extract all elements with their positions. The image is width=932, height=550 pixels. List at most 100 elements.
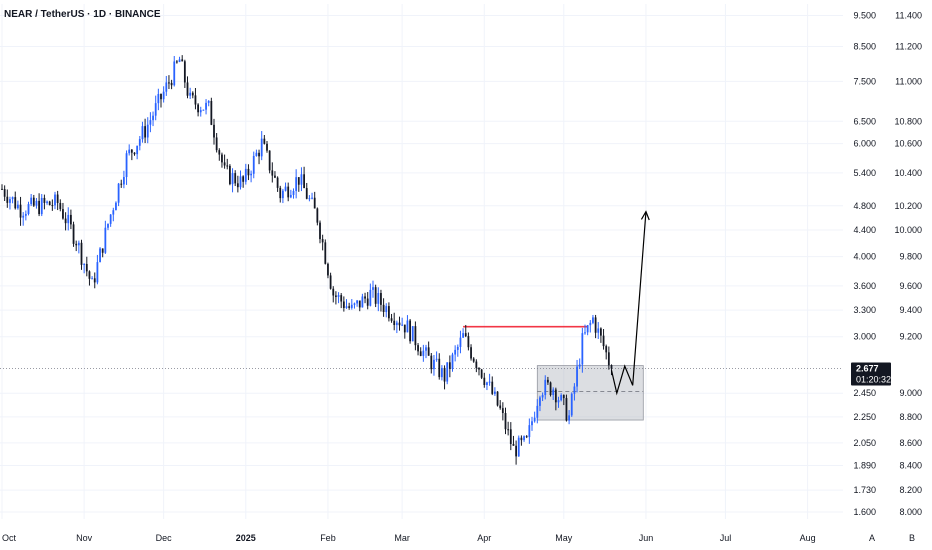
candle-body <box>117 183 120 203</box>
candle-body <box>358 300 361 308</box>
candle-body <box>11 197 14 200</box>
y-tick-label-secondary: 9.600 <box>899 281 922 291</box>
candle-body <box>520 437 523 441</box>
candle-body <box>154 103 157 116</box>
candle-body <box>348 306 351 308</box>
candle-body <box>427 347 430 356</box>
candle-body <box>547 379 549 383</box>
y-tick-label: 8.500 <box>853 41 876 51</box>
candle-body <box>311 197 313 199</box>
x-tick-label: Dec <box>156 533 173 543</box>
candle-body <box>380 293 382 305</box>
y-tick-label: 4.400 <box>853 225 876 235</box>
candle-body <box>226 165 229 167</box>
y-tick-label-secondary: 8.200 <box>899 485 922 495</box>
y-tick-label-secondary: 10.200 <box>894 201 922 211</box>
candle-body <box>605 346 608 353</box>
candle-body <box>433 359 435 370</box>
candle-body <box>157 93 160 104</box>
candle-body <box>239 176 242 188</box>
y-tick-label-secondary: 9.000 <box>899 388 922 398</box>
candle-body <box>480 369 483 378</box>
candle-body <box>59 202 62 210</box>
y-tick-label-secondary: 10.400 <box>894 168 922 178</box>
candle-body <box>9 199 11 203</box>
candle-body <box>361 296 364 308</box>
candle-body <box>576 366 578 387</box>
candle-body <box>549 382 552 396</box>
candle-body <box>337 295 340 297</box>
candle-body <box>22 215 25 218</box>
candle-body <box>584 332 586 334</box>
candle-body <box>24 213 27 216</box>
x-tick-label: Feb <box>320 533 336 543</box>
candle-body <box>316 208 319 223</box>
candle-body <box>342 301 345 308</box>
y-tick-label: 2.050 <box>853 438 876 448</box>
candle-body <box>425 347 427 351</box>
candle-body <box>321 239 324 243</box>
candle-body <box>557 400 560 403</box>
y-tick-label: 5.400 <box>853 168 876 178</box>
y-tick-label: 4.000 <box>853 252 876 262</box>
candle-body <box>207 100 210 103</box>
candle-body <box>523 436 525 441</box>
auto-scale-button: A <box>869 533 875 543</box>
candle-body <box>554 389 557 403</box>
candle-body <box>430 355 433 370</box>
y-tick-label: 2.250 <box>853 412 876 422</box>
y-tick-label: 3.600 <box>853 281 876 291</box>
candle-body <box>40 197 43 215</box>
candle-body <box>6 196 9 203</box>
candle-body <box>101 248 104 253</box>
price-tag <box>851 362 891 386</box>
candle-body <box>594 317 597 333</box>
candle-body <box>170 82 173 86</box>
candle-body <box>3 189 6 197</box>
candle-body <box>35 200 38 206</box>
y-tick-label-secondary: 8.400 <box>899 461 922 471</box>
candle-body <box>491 381 494 394</box>
candle-body <box>568 415 570 421</box>
candle-body <box>191 92 194 96</box>
candle-body <box>32 197 35 206</box>
y-tick-label: 9.500 <box>853 10 876 20</box>
candle-body <box>324 242 327 264</box>
candle-body <box>70 214 72 225</box>
candles <box>1 55 613 465</box>
candle-body <box>88 271 91 279</box>
candle-body <box>607 352 610 366</box>
candle-body <box>213 124 215 138</box>
candle-body <box>456 346 459 350</box>
candle-body <box>305 188 308 199</box>
candle-body <box>419 351 422 356</box>
candle-body <box>178 59 181 62</box>
candle-body <box>215 137 218 151</box>
candle-body <box>107 223 109 228</box>
candle-body <box>486 382 488 385</box>
candle-body <box>589 322 592 326</box>
candle-body <box>332 288 335 296</box>
candle-body <box>369 289 372 306</box>
candle-body <box>1 188 3 190</box>
candle-body <box>77 242 80 246</box>
candle-body <box>528 425 531 438</box>
candle-body <box>509 429 512 444</box>
candle-body <box>303 174 305 189</box>
candle-body <box>327 263 329 276</box>
candle-body <box>462 333 464 338</box>
candle-body <box>562 395 565 399</box>
candle-body <box>83 263 86 265</box>
candle-body <box>197 104 199 113</box>
candle-body <box>274 175 276 178</box>
candle-body <box>592 317 594 323</box>
x-tick-label: Aug <box>800 533 816 543</box>
y-tick-label: 7.500 <box>853 76 876 86</box>
y-tick-label-secondary: 8.000 <box>899 507 922 517</box>
candle-body <box>276 177 279 188</box>
candle-body <box>112 210 115 215</box>
candle-body <box>395 322 398 326</box>
candle-body <box>297 177 300 185</box>
